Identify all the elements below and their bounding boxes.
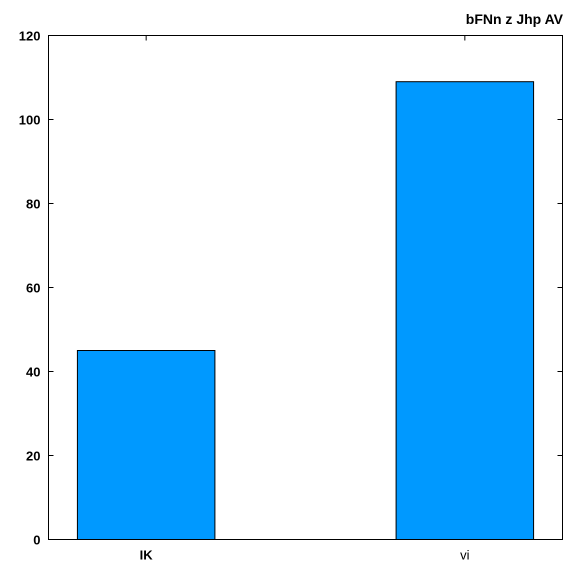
y-tick-label: 20 <box>26 449 40 464</box>
bar-vi <box>396 82 533 540</box>
bar-IK <box>77 351 214 540</box>
y-tick-label: 60 <box>26 281 40 296</box>
x-tick-label-IK: IK <box>140 548 154 563</box>
bar-series <box>77 82 533 540</box>
y-tick-label: 0 <box>33 533 40 548</box>
chart-title: bFNn z Jhp AV <box>466 11 564 27</box>
y-tick-label: 120 <box>19 29 41 44</box>
y-tick-label: 80 <box>26 197 40 212</box>
x-tick-label-vi: vi <box>460 548 470 563</box>
y-tick-label: 40 <box>26 365 40 380</box>
y-tick-label: 100 <box>19 113 41 128</box>
